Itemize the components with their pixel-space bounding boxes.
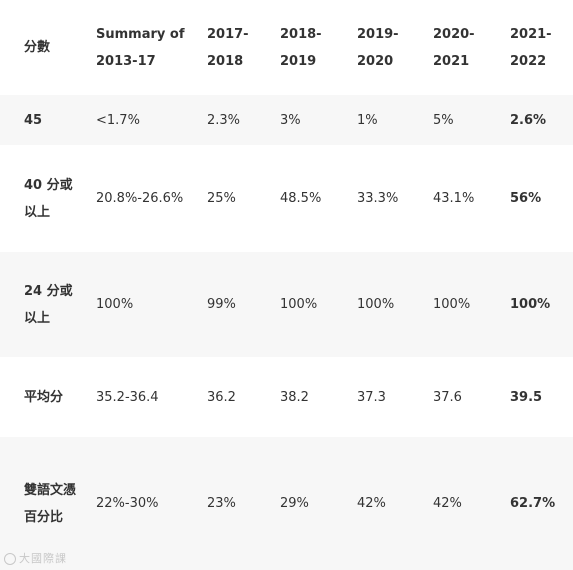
row-label: 平均分 [24, 389, 64, 405]
table-cell: 25% [207, 191, 236, 206]
watermark-text: 大國際課 [19, 552, 67, 565]
table-cell: 99% [207, 297, 236, 312]
table-cell: 37.3 [357, 389, 386, 405]
table-cell: 42% [433, 496, 462, 511]
header-score: 分數 [24, 40, 51, 55]
table-cell: 100% [433, 297, 471, 312]
table-cell: 100% [96, 297, 134, 312]
table-row: 雙語文憑百分比 22%-30% 23% 29% 42% 42% 62.7% [0, 437, 573, 570]
table-row: 平均分 35.2-36.4 36.2 38.2 37.3 37.6 39.5 [0, 357, 573, 437]
table-row: 40 分或以上 20.8%-26.6% 25% 48.5% 33.3% 43.1… [0, 145, 573, 252]
table-cell: <1.7% [96, 112, 140, 128]
header-summary: Summary of 2013-17 [96, 26, 185, 69]
header-2021-2022: 2021-2022 [510, 26, 552, 69]
table-cell: 37.6 [433, 389, 462, 405]
table-cell: 62.7% [510, 496, 556, 511]
table-cell: 100% [510, 297, 551, 312]
table-cell: 38.2 [280, 389, 309, 405]
row-label: 24 分或以上 [24, 283, 73, 326]
table-cell: 2.6% [510, 112, 547, 128]
table-cell: 22%-30% [96, 496, 159, 511]
table-cell: 33.3% [357, 191, 399, 206]
table-cell: 56% [510, 191, 542, 206]
table-cell: 29% [280, 496, 309, 511]
row-label: 45 [24, 112, 43, 128]
row-label: 雙語文憑百分比 [24, 482, 77, 525]
table-cell: 39.5 [510, 389, 543, 405]
table-cell: 48.5% [280, 191, 322, 206]
table-cell: 3% [280, 112, 301, 128]
row-label: 40 分或以上 [24, 177, 73, 220]
table-cell: 23% [207, 496, 236, 511]
header-2019-2020: 2019-2020 [357, 26, 399, 69]
table-cell: 100% [280, 297, 318, 312]
watermark-logo-icon [4, 553, 16, 565]
watermark: 大國際課 [4, 550, 67, 566]
table-cell: 2.3% [207, 112, 241, 128]
header-2020-2021: 2020-2021 [433, 26, 475, 69]
table-cell: 35.2-36.4 [96, 389, 159, 405]
table-cell: 36.2 [207, 389, 236, 405]
header-2018-2019: 2018-2019 [280, 26, 322, 69]
table-cell: 20.8%-26.6% [96, 191, 184, 206]
table-cell: 5% [433, 112, 454, 128]
table-cell: 42% [357, 496, 386, 511]
table-row: 24 分或以上 100% 99% 100% 100% 100% 100% [0, 252, 573, 357]
header-2017-2018: 2017-2018 [207, 26, 249, 69]
table-cell: 1% [357, 112, 378, 128]
header-row: 分數 Summary of 2013-17 2017-2018 2018-201… [0, 0, 573, 95]
table-cell: 43.1% [433, 191, 475, 206]
table-row: 45 <1.7% 2.3% 3% 1% 5% 2.6% [0, 95, 573, 145]
table-cell: 100% [357, 297, 395, 312]
